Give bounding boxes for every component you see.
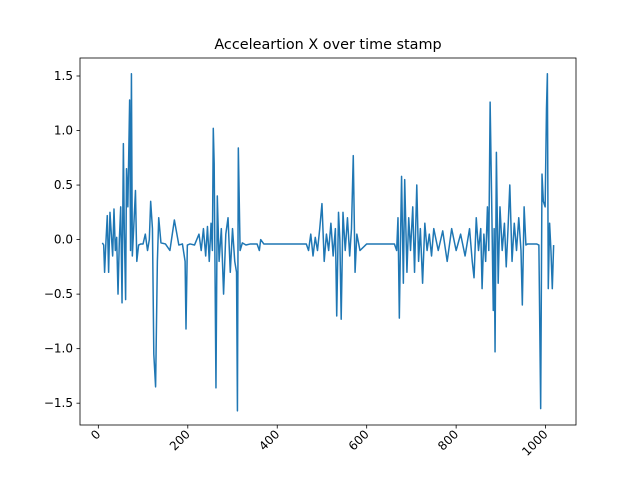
y-tick-label: −1.5 (44, 396, 73, 410)
chart-title: Acceleartion X over time stamp (214, 37, 441, 53)
plot-frame (79, 57, 577, 426)
y-tick-label: 1.0 (54, 124, 73, 138)
y-tick-label: 1.5 (54, 69, 73, 83)
data-line (101, 73, 555, 412)
y-tick-label: 0.5 (54, 178, 73, 192)
y-tick-label: −1.0 (44, 342, 73, 356)
y-tick-label: 0.0 (54, 233, 73, 247)
y-tick-label: −0.5 (44, 287, 73, 301)
